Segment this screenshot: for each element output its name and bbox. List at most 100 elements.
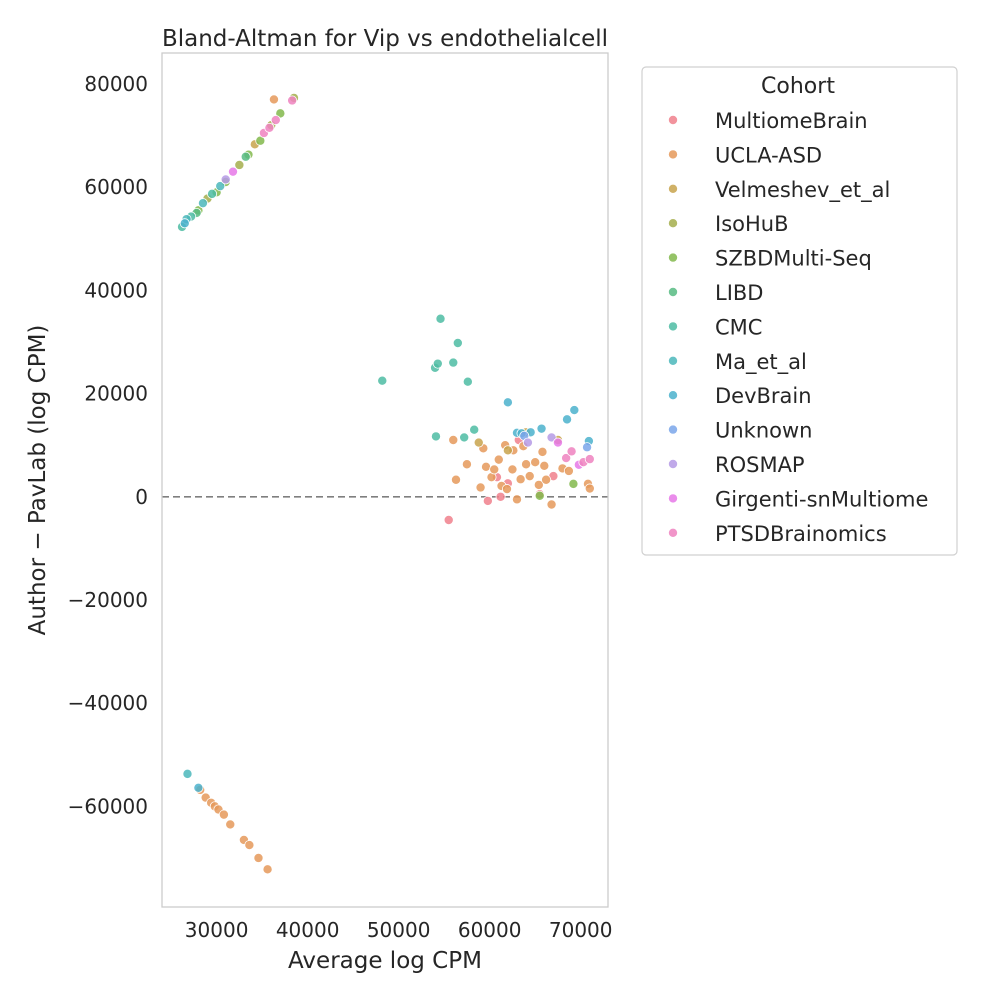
data-point: [539, 460, 550, 471]
data-point: [584, 454, 595, 465]
data-point: [507, 464, 518, 475]
data-point: [493, 454, 504, 465]
data-point: [450, 474, 461, 485]
data-point: [227, 166, 238, 177]
legend-marker: [668, 458, 679, 469]
data-point: [262, 864, 273, 875]
legend-label: ROSMAP: [715, 453, 805, 477]
chart-title: Bland-Altman for Vip vs endothelialcell: [162, 26, 608, 52]
legend-entry: SZBDMulti-Seq: [668, 247, 872, 271]
data-point: [234, 159, 245, 170]
data-point: [475, 482, 486, 493]
legend-entry: Ma_et_al: [668, 350, 807, 375]
legend-entry: DevBrain: [668, 384, 812, 408]
data-point: [225, 819, 236, 830]
data-point: [481, 461, 492, 472]
x-tick-label: 60000: [458, 918, 522, 942]
y-tick-label: −20000: [68, 588, 148, 612]
data-point: [448, 357, 459, 368]
data-point: [530, 457, 541, 468]
data-point: [469, 424, 480, 435]
data-point: [264, 122, 275, 133]
legend: Cohort MultiomeBrain UCLA-ASD Velmeshev_et…: [641, 66, 958, 556]
legend-marker: [668, 115, 679, 126]
legend-label: Ma_et_al: [715, 350, 807, 375]
data-point: [220, 174, 231, 185]
data-point: [561, 453, 572, 464]
y-tick-label: 40000: [84, 278, 148, 302]
data-point: [524, 471, 535, 482]
legend-title: Cohort: [761, 74, 835, 99]
data-point: [459, 432, 470, 443]
legend-marker: [668, 424, 679, 435]
legend-marker: [668, 252, 679, 263]
plot-area: [162, 92, 608, 875]
x-tick-label: 50000: [367, 918, 431, 942]
y-axis-label: Author − PavLab (log CPM): [25, 325, 51, 636]
legend-label: MultiomeBrain: [715, 109, 868, 133]
data-point: [482, 495, 493, 506]
legend-label: IsoHuB: [715, 212, 789, 236]
legend-label: DevBrain: [715, 384, 812, 408]
data-point: [582, 442, 593, 453]
data-point: [552, 437, 563, 448]
data-point: [495, 491, 506, 502]
x-tick-label: 70000: [549, 918, 613, 942]
data-point: [563, 465, 574, 476]
legend-entry: MultiomeBrain: [668, 109, 868, 133]
data-point: [430, 431, 441, 442]
data-point: [462, 376, 473, 387]
data-point: [215, 181, 226, 192]
legend-label: PTSDBrainomics: [715, 522, 887, 546]
legend-entry: Unknown: [668, 419, 812, 443]
series-girgenti-snmultiome: [227, 166, 584, 470]
legend-entry: CMC: [668, 315, 762, 339]
x-axis-ticks: 30000 40000 50000 60000 70000: [185, 918, 613, 942]
legend-label: LIBD: [715, 281, 763, 305]
legend-marker: [668, 527, 679, 538]
legend-marker: [668, 149, 679, 160]
data-point: [502, 397, 513, 408]
data-point: [566, 446, 577, 457]
data-point: [197, 198, 208, 209]
legend-entry: LIBD: [668, 281, 763, 305]
data-point: [473, 437, 484, 448]
data-point: [521, 459, 532, 470]
y-tick-label: 0: [135, 485, 148, 509]
legend-entry: IsoHuB: [668, 212, 789, 236]
data-point: [537, 446, 548, 457]
legend-label: Girgenti-snMultiome: [715, 487, 928, 511]
legend-marker: [668, 493, 679, 504]
data-point: [435, 313, 446, 324]
data-point: [501, 484, 512, 495]
data-point: [240, 151, 251, 162]
y-tick-label: −60000: [68, 794, 148, 818]
data-point: [541, 474, 552, 485]
data-point: [489, 464, 500, 475]
data-point: [515, 474, 526, 485]
data-point: [569, 405, 580, 416]
legend-entry: PTSDBrainomics: [668, 522, 887, 546]
legend-label: UCLA-ASD: [715, 143, 822, 167]
y-tick-label: 80000: [84, 72, 148, 96]
y-tick-label: 60000: [84, 175, 148, 199]
data-point: [193, 782, 204, 793]
data-point: [207, 188, 218, 199]
x-tick-label: 40000: [276, 918, 340, 942]
data-point: [432, 358, 443, 369]
legend-entry: Girgenti-snMultiome: [668, 487, 928, 511]
data-point: [461, 459, 472, 470]
legend-marker: [668, 321, 679, 332]
plot-frame: [161, 52, 609, 908]
data-point: [377, 375, 388, 386]
data-point: [534, 490, 545, 501]
data-point: [179, 218, 190, 229]
y-axis-ticks: 80000 60000 40000 20000 0 −20000 −40000 −60000: [68, 72, 148, 818]
data-point: [502, 445, 513, 456]
data-point: [443, 514, 454, 525]
series-devbrain: [179, 218, 594, 793]
y-tick-label: 20000: [84, 382, 148, 406]
data-point: [584, 483, 595, 494]
legend-entries: MultiomeBrain UCLA-ASD Velmeshev_et_al IsoH…: [668, 109, 928, 546]
